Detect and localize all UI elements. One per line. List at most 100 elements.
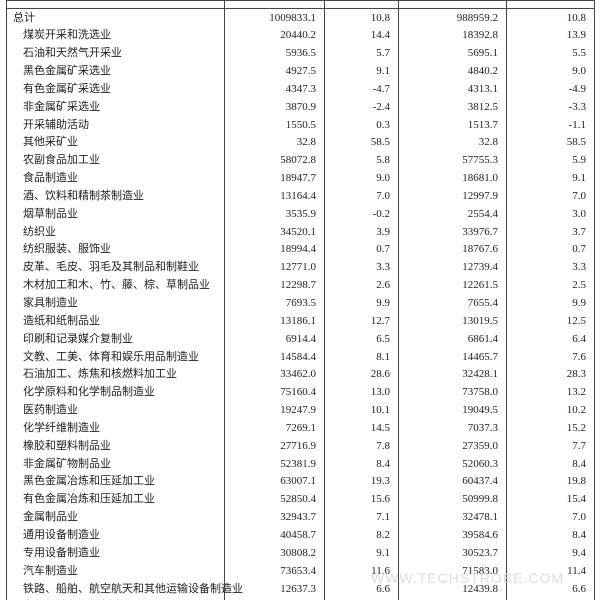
cell-v4: 3.0 [507,205,595,223]
cell-v4: 8.4 [507,526,595,544]
table-row: 食品制造业18947.79.018681.09.1 [7,170,595,188]
cell-v1: 18947.7 [225,170,325,188]
cell-v3: 12439.8 [399,580,507,598]
table-row: 化学纤维制造业7269.114.57037.315.2 [7,419,595,437]
cell-v3: 50999.8 [399,491,507,509]
table-row: 纺织业34520.13.933976.73.7 [7,223,595,241]
row-label: 农副食品加工业 [7,152,225,170]
cell-v3: 7655.4 [399,295,507,313]
cell-v1: 32.8 [225,134,325,152]
cell-v1: 5936.5 [225,45,325,63]
cell-v3: 12261.5 [399,277,507,295]
cell-v3: 988959.2 [399,9,507,27]
row-label: 其他采矿业 [7,134,225,152]
cell-v3: 57755.3 [399,152,507,170]
cell-v4: 5.5 [507,45,595,63]
cell-v1: 33462.0 [225,366,325,384]
cell-v4: 6.6 [507,580,595,598]
cell-v4: 11.4 [507,562,595,580]
cell-v1: 4927.5 [225,63,325,81]
cell-v4: 58.5 [507,134,595,152]
cell-v3: 19049.5 [399,402,507,420]
row-label: 化学纤维制造业 [7,419,225,437]
cell-v1: 75160.4 [225,384,325,402]
table-row: 皮革、毛皮、羽毛及其制品和制鞋业12771.03.312739.43.3 [7,259,595,277]
cell-v4: 10.2 [507,402,595,420]
cell-v4: 9.0 [507,63,595,81]
table-row: 木材加工和木、竹、藤、棕、草制品业12298.72.612261.52.5 [7,277,595,295]
row-label: 造纸和纸制品业 [7,312,225,330]
cell-v2: 58.5 [325,134,399,152]
cell-v3: 3812.5 [399,98,507,116]
cell-v1: 13186.1 [225,312,325,330]
cell-v2: 10.8 [325,9,399,27]
cell-v3: 32.8 [399,134,507,152]
cell-v2: 8.1 [325,348,399,366]
table-row: 专用设备制造业30808.29.130523.79.4 [7,544,595,562]
cell-v4: 3.7 [507,223,595,241]
cell-v2: 12.7 [325,312,399,330]
cell-v3: 2554.4 [399,205,507,223]
row-label: 总计 [7,9,225,27]
table-row: 金属制品业32943.77.132478.17.0 [7,509,595,527]
cell-v4: -4.9 [507,80,595,98]
table-row: 纺织服装、服饰业18994.40.718767.60.7 [7,241,595,259]
cell-v3: 6861.4 [399,330,507,348]
cell-v1: 34520.1 [225,223,325,241]
cell-v4: 15.4 [507,491,595,509]
table-row: 总计1009833.110.8988959.210.8 [7,9,595,27]
cell-v3: 73758.0 [399,384,507,402]
table-row: 非金属矿采选业3870.9-2.43812.5-3.3 [7,98,595,116]
cell-v4: 6.4 [507,330,595,348]
cell-v2: 8.4 [325,455,399,473]
cell-v2: 0.7 [325,241,399,259]
cell-v1: 30808.2 [225,544,325,562]
row-label: 皮革、毛皮、羽毛及其制品和制鞋业 [7,259,225,277]
cell-v4: 9.1 [507,170,595,188]
cell-v2: 10.1 [325,402,399,420]
cell-v2: 13.0 [325,384,399,402]
cell-v1: 1009833.1 [225,9,325,27]
cell-v4: 9.4 [507,544,595,562]
cell-v1: 40458.7 [225,526,325,544]
table-row: 农副食品加工业58072.85.857755.35.9 [7,152,595,170]
cell-v4: 7.6 [507,348,595,366]
cell-v2: 28.6 [325,366,399,384]
row-label: 煤炭开采和洗选业 [7,27,225,45]
row-label: 橡胶和塑料制品业 [7,437,225,455]
row-label: 纺织业 [7,223,225,241]
cell-v1: 18994.4 [225,241,325,259]
table-row: 文教、工美、体育和娱乐用品制造业14584.48.114465.77.6 [7,348,595,366]
cell-v1: 20440.2 [225,27,325,45]
row-label: 有色金属冶炼和压延加工业 [7,491,225,509]
table-row: 造纸和纸制品业13186.112.713019.512.5 [7,312,595,330]
table-row: 有色金属矿采选业4347.3-4.74313.1-4.9 [7,80,595,98]
cell-v4: 0.7 [507,241,595,259]
table-row: 煤炭开采和洗选业20440.214.418392.813.9 [7,27,595,45]
row-label: 黑色金属冶炼和压延加工业 [7,473,225,491]
table-row: 有色金属冶炼和压延加工业52850.415.650999.815.4 [7,491,595,509]
table-row: 铁路、船舶、航空航天和其他运输设备制造业12637.36.612439.86.6 [7,580,595,598]
row-label: 铁路、船舶、航空航天和其他运输设备制造业 [7,580,225,598]
table-row: 医药制造业19247.910.119049.510.2 [7,402,595,420]
cell-v3: 18392.8 [399,27,507,45]
cell-v1: 32943.7 [225,509,325,527]
table-row: 开采辅助活动1550.50.31513.7-1.1 [7,116,595,134]
row-label: 烟草制品业 [7,205,225,223]
cell-v4: 8.4 [507,455,595,473]
cell-v2: 14.5 [325,419,399,437]
cell-v3: 12739.4 [399,259,507,277]
cell-v3: 18681.0 [399,170,507,188]
table-row: 黑色金属矿采选业4927.59.14840.29.0 [7,63,595,81]
cell-v4: 28.3 [507,366,595,384]
table-row: 酒、饮料和精制茶制造业13164.47.012997.97.0 [7,187,595,205]
cell-v3: 60437.4 [399,473,507,491]
cell-v3: 13019.5 [399,312,507,330]
row-label: 非金属矿采选业 [7,98,225,116]
row-label: 汽车制造业 [7,562,225,580]
cell-v3: 32428.1 [399,366,507,384]
cell-v2: 9.1 [325,63,399,81]
cell-v1: 4347.3 [225,80,325,98]
cell-v1: 7269.1 [225,419,325,437]
cell-v2: 0.3 [325,116,399,134]
